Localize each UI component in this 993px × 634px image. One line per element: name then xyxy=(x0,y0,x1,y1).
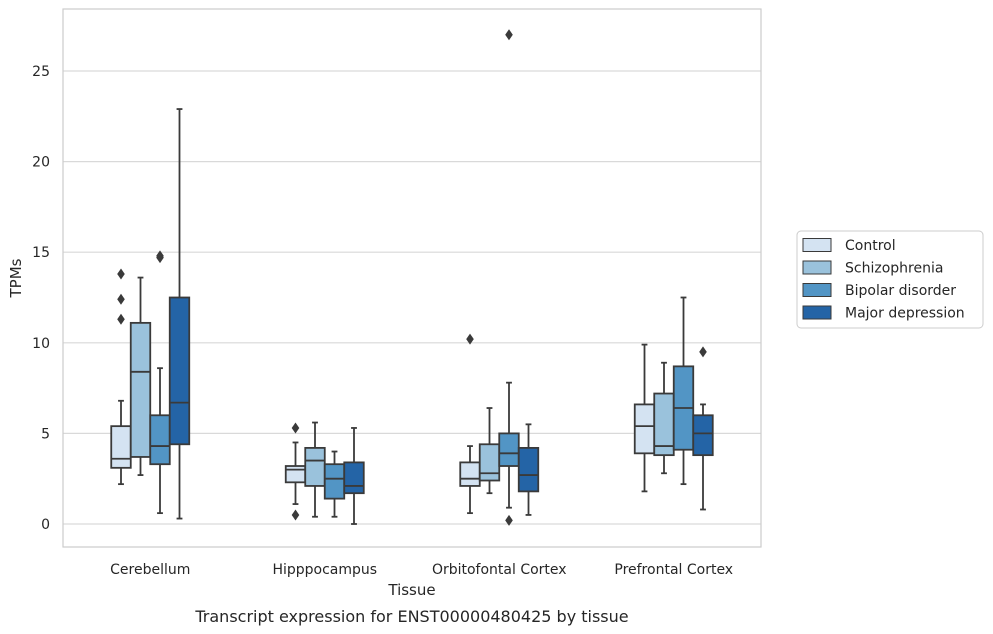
outlier-point xyxy=(466,333,474,345)
outlier-point xyxy=(699,346,707,358)
box-iqr xyxy=(517,446,540,493)
box-iqr xyxy=(284,465,307,484)
legend: Control Schizophrenia Bipolar disorder Majo… xyxy=(796,230,984,329)
y-tick-label: 20 xyxy=(32,155,50,171)
legend-label: Schizophrenia xyxy=(845,261,943,277)
legend-swatch xyxy=(802,260,832,275)
x-tick-label: Hipppocampus xyxy=(272,562,377,578)
outlier-point xyxy=(505,514,513,526)
box-major-depression xyxy=(343,427,365,525)
box-iqr xyxy=(149,414,171,466)
outlier-point xyxy=(156,252,164,264)
y-tick-label: 25 xyxy=(32,64,50,80)
legend-swatch xyxy=(802,305,832,320)
box-iqr xyxy=(304,446,326,487)
legend-label: Bipolar disorder xyxy=(845,283,956,299)
box-iqr xyxy=(343,461,365,495)
box-bipolar-disorder xyxy=(498,29,520,526)
box-iqr xyxy=(110,425,132,469)
x-tick-label: Orbitofontal Cortex xyxy=(432,562,567,578)
outlier-point xyxy=(291,422,300,434)
legend-swatch xyxy=(802,238,832,252)
y-tick-label: 10 xyxy=(32,336,50,352)
legend-label: Major depression xyxy=(845,306,965,322)
box-major-depression xyxy=(692,346,714,511)
box-iqr xyxy=(692,414,714,457)
outlier-point xyxy=(505,29,513,41)
box-bipolar-disorder xyxy=(323,450,346,518)
box-control xyxy=(633,343,656,493)
x-axis-title: Tissue xyxy=(387,581,435,599)
box-iqr xyxy=(478,443,501,482)
box-control xyxy=(459,333,481,515)
box-schizophrenia xyxy=(653,361,675,475)
outlier-point xyxy=(117,313,125,325)
outlier-point xyxy=(117,293,125,305)
box-major-depression xyxy=(168,108,191,520)
figure-caption: Transcript expression for ENST0000048042… xyxy=(194,607,628,626)
x-tick-label: Prefrontal Cortex xyxy=(614,562,733,578)
box-iqr xyxy=(323,463,346,500)
y-tick-label: 15 xyxy=(32,245,50,261)
box-control xyxy=(110,268,132,486)
y-axis-title: TPMs xyxy=(7,258,25,298)
box-iqr xyxy=(129,321,152,458)
box-major-depression xyxy=(517,423,540,516)
box-bipolar-disorder xyxy=(149,250,171,515)
box-schizophrenia xyxy=(478,407,501,495)
box-iqr xyxy=(459,461,481,487)
box-bipolar-disorder xyxy=(672,296,695,486)
legend-label: Control xyxy=(845,238,896,254)
y-tick-labels: 0 5 10 15 20 25 xyxy=(32,64,50,533)
y-tick-label: 0 xyxy=(41,517,50,533)
box-control xyxy=(284,422,307,521)
plot-background xyxy=(63,9,761,547)
outlier-point xyxy=(117,268,125,280)
x-tick-label: Cerebellum xyxy=(110,562,190,578)
box-schizophrenia xyxy=(129,276,152,476)
legend-frame xyxy=(796,230,984,329)
outlier-point xyxy=(291,509,300,521)
box-iqr xyxy=(168,296,191,446)
box-iqr xyxy=(498,432,520,467)
box-iqr xyxy=(633,403,656,455)
x-tick-labels: Cerebellum Hipppocampus Orbitofontal Corte… xyxy=(110,562,733,578)
y-tick-label: 5 xyxy=(41,426,50,442)
legend-swatch xyxy=(802,283,832,297)
box-groups xyxy=(110,29,714,526)
plot-frame xyxy=(62,8,762,548)
